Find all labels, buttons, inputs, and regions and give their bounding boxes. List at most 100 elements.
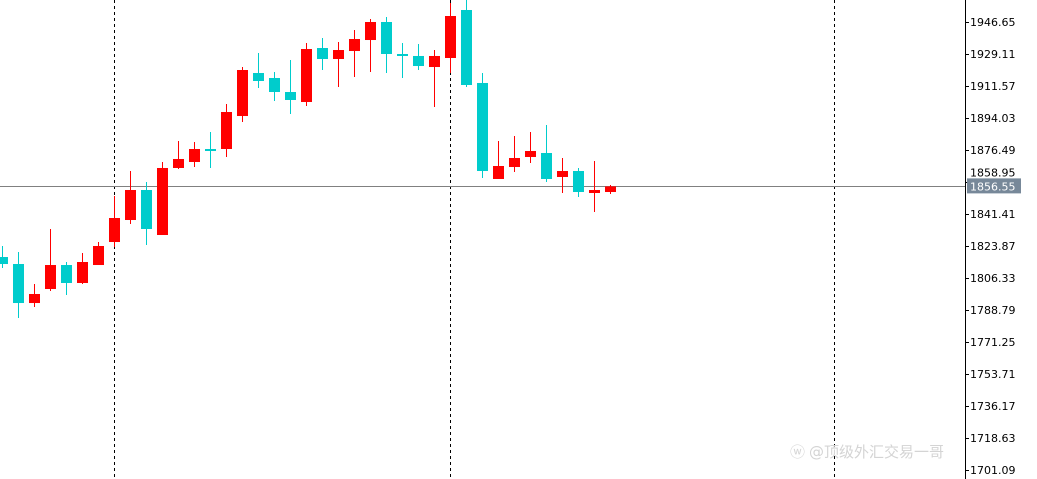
candle-bearish — [269, 72, 280, 101]
candle-body — [509, 157, 520, 168]
candle-bullish — [221, 103, 232, 157]
watermark: ⓦ @顶级外汇交易一哥 — [790, 443, 944, 461]
candle-bearish — [0, 246, 8, 269]
candle-body — [397, 54, 408, 57]
candle-body — [109, 217, 120, 243]
candle-body — [157, 167, 168, 236]
candle-body — [269, 77, 280, 93]
candle-body — [173, 158, 184, 168]
current-price-label: 1856.55 — [967, 178, 1021, 194]
candle-body — [477, 82, 488, 172]
candle-body — [0, 257, 8, 265]
candle-body — [589, 189, 600, 194]
candle-body — [285, 92, 296, 100]
price-axis: 1946.65 1929.11 1911.57 1894.03 1876.49 1858.… — [965, 16, 1016, 477]
candle-body — [541, 152, 552, 179]
axis-tick-label: 1929.11 — [970, 48, 1016, 61]
candle-body — [461, 9, 472, 85]
candle-bullish — [445, 2, 456, 73]
candles — [0, 0, 616, 319]
candle-body — [381, 22, 392, 55]
candle-bullish — [29, 284, 40, 308]
candle-body — [13, 264, 24, 304]
candle-bullish — [493, 140, 504, 179]
candle-body — [365, 22, 376, 41]
candle-body — [29, 294, 40, 304]
axis-tick-label: 1806.33 — [970, 272, 1016, 285]
candle-bullish — [301, 43, 312, 106]
candle-bullish — [605, 184, 616, 195]
candle-body — [573, 171, 584, 193]
candle-body — [221, 112, 232, 149]
axis-tick-label: 1876.49 — [970, 144, 1016, 157]
candle-bullish — [525, 131, 536, 163]
candle-body — [413, 55, 424, 67]
candle-body — [525, 151, 536, 157]
candle-bullish — [189, 141, 200, 168]
axis-tick-label: 1894.03 — [970, 112, 1016, 125]
candle-body — [141, 189, 152, 230]
candle-bearish — [381, 17, 392, 73]
axis-tick-label: 1911.57 — [970, 80, 1016, 93]
candle-bullish — [333, 41, 344, 88]
weibo-icon: ⓦ — [790, 443, 805, 461]
candle-bearish — [205, 131, 216, 168]
candle-bearish — [397, 43, 408, 78]
candle-bullish — [557, 157, 568, 194]
candle-bullish — [93, 242, 104, 266]
axis-tick-label: 1788.79 — [970, 304, 1016, 317]
candle-body — [45, 265, 56, 290]
candle-bearish — [461, 0, 472, 88]
candle-bullish — [125, 171, 136, 225]
candle-bearish — [413, 44, 424, 71]
candle-bullish — [349, 29, 360, 78]
candle-bullish — [157, 161, 168, 236]
candle-body — [445, 16, 456, 58]
axis-tick-label: 1718.63 — [970, 432, 1016, 445]
axis-tick-label: 1946.65 — [970, 16, 1016, 29]
candle-bullish — [109, 195, 120, 248]
axis-tick-label: 1841.41 — [970, 208, 1016, 221]
candle-body — [189, 148, 200, 162]
axis-tick-label: 1858.95 — [970, 166, 1016, 179]
candle-bullish — [173, 140, 184, 169]
candle-bearish — [541, 125, 552, 183]
axis-tick-label: 1771.25 — [970, 336, 1016, 349]
candle-body — [205, 148, 216, 152]
candle-body — [253, 72, 264, 82]
candle-bearish — [61, 262, 72, 296]
candle-bullish — [589, 161, 600, 212]
candle-body — [493, 166, 504, 179]
candle-body — [349, 39, 360, 52]
candle-body — [317, 48, 328, 60]
candle-body — [301, 49, 312, 103]
candle-body — [77, 262, 88, 284]
candle-bullish — [365, 18, 376, 73]
candle-body — [605, 186, 616, 193]
candle-body — [93, 246, 104, 266]
candle-bearish — [285, 60, 296, 115]
candle-bearish — [573, 167, 584, 198]
candle-bullish — [77, 253, 88, 285]
candle-bearish — [253, 52, 264, 88]
candle-bearish — [317, 38, 328, 71]
candle-bullish — [429, 50, 440, 108]
candle-body — [61, 265, 72, 284]
axis-tick-label: 1701.09 — [970, 464, 1016, 477]
axis-tick-label: 1736.17 — [970, 400, 1016, 413]
period-separators — [114, 0, 835, 479]
candle-bearish — [141, 182, 152, 246]
watermark-text: @顶级外汇交易一哥 — [809, 443, 944, 461]
candle-bullish — [237, 67, 248, 122]
candle-body — [557, 171, 568, 177]
candle-body — [125, 189, 136, 221]
candle-bullish — [509, 135, 520, 172]
current-price-value: 1856.55 — [970, 180, 1016, 193]
current-price-label-bg — [967, 178, 1021, 194]
candle-bullish — [45, 229, 56, 292]
axis-tick-label: 1753.71 — [970, 368, 1016, 381]
candle-bearish — [477, 72, 488, 178]
candle-body — [333, 50, 344, 60]
axis-tick-label: 1823.87 — [970, 240, 1016, 253]
